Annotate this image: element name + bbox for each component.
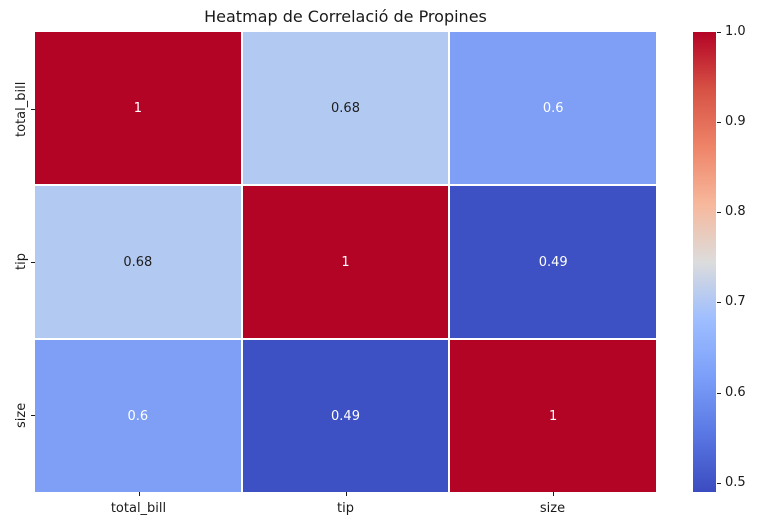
heatmap-cell: 0.68 xyxy=(35,186,241,338)
colorbar-tick xyxy=(717,32,721,33)
colorbar xyxy=(693,32,716,492)
colorbar-tick xyxy=(717,122,721,124)
x-axis-label: tip xyxy=(337,501,354,516)
y-axis-tick xyxy=(31,262,35,263)
heatmap-cell: 1 xyxy=(242,186,449,338)
y-axis-label: total_bill xyxy=(14,81,29,137)
y-axis-tick xyxy=(31,415,35,417)
heatmap-cell: 1 xyxy=(35,32,241,184)
colorbar-tick-label: 0.7 xyxy=(725,294,746,310)
heatmap-cell: 0.49 xyxy=(242,340,449,492)
colorbar-tick xyxy=(717,482,721,484)
y-axis-label: size xyxy=(14,402,29,428)
heatmap-cell: 1 xyxy=(450,340,656,492)
colorbar-tick xyxy=(717,212,721,214)
colorbar-tick-label: 0.5 xyxy=(725,474,746,490)
heatmap-cell: 0.68 xyxy=(242,32,449,184)
heatmap-cell: 0.6 xyxy=(35,340,241,492)
chart-title: Heatmap de Correlació de Propines xyxy=(204,7,487,26)
colorbar-tick-label: 1.0 xyxy=(725,24,746,39)
colorbar-tick-label: 0.9 xyxy=(725,114,746,130)
x-axis-tick xyxy=(345,492,347,496)
x-axis-tick xyxy=(138,492,140,496)
heatmap-cell: 0.49 xyxy=(450,186,656,338)
x-axis-tick xyxy=(552,492,554,496)
colorbar-tick xyxy=(717,302,721,304)
colorbar-tick-label: 0.6 xyxy=(725,384,746,400)
heatmap-grid: 1 0.68 0.6 0.68 1 0.49 0.6 0.49 1 xyxy=(35,32,656,492)
x-axis-label: size xyxy=(539,501,566,516)
heatmap-cell: 0.6 xyxy=(450,32,656,184)
colorbar-tick xyxy=(717,392,721,394)
colorbar-tick-label: 0.8 xyxy=(725,204,746,220)
x-axis-label: total_bill xyxy=(110,501,167,516)
y-axis-tick xyxy=(31,108,35,110)
y-axis-label: tip xyxy=(14,253,29,271)
